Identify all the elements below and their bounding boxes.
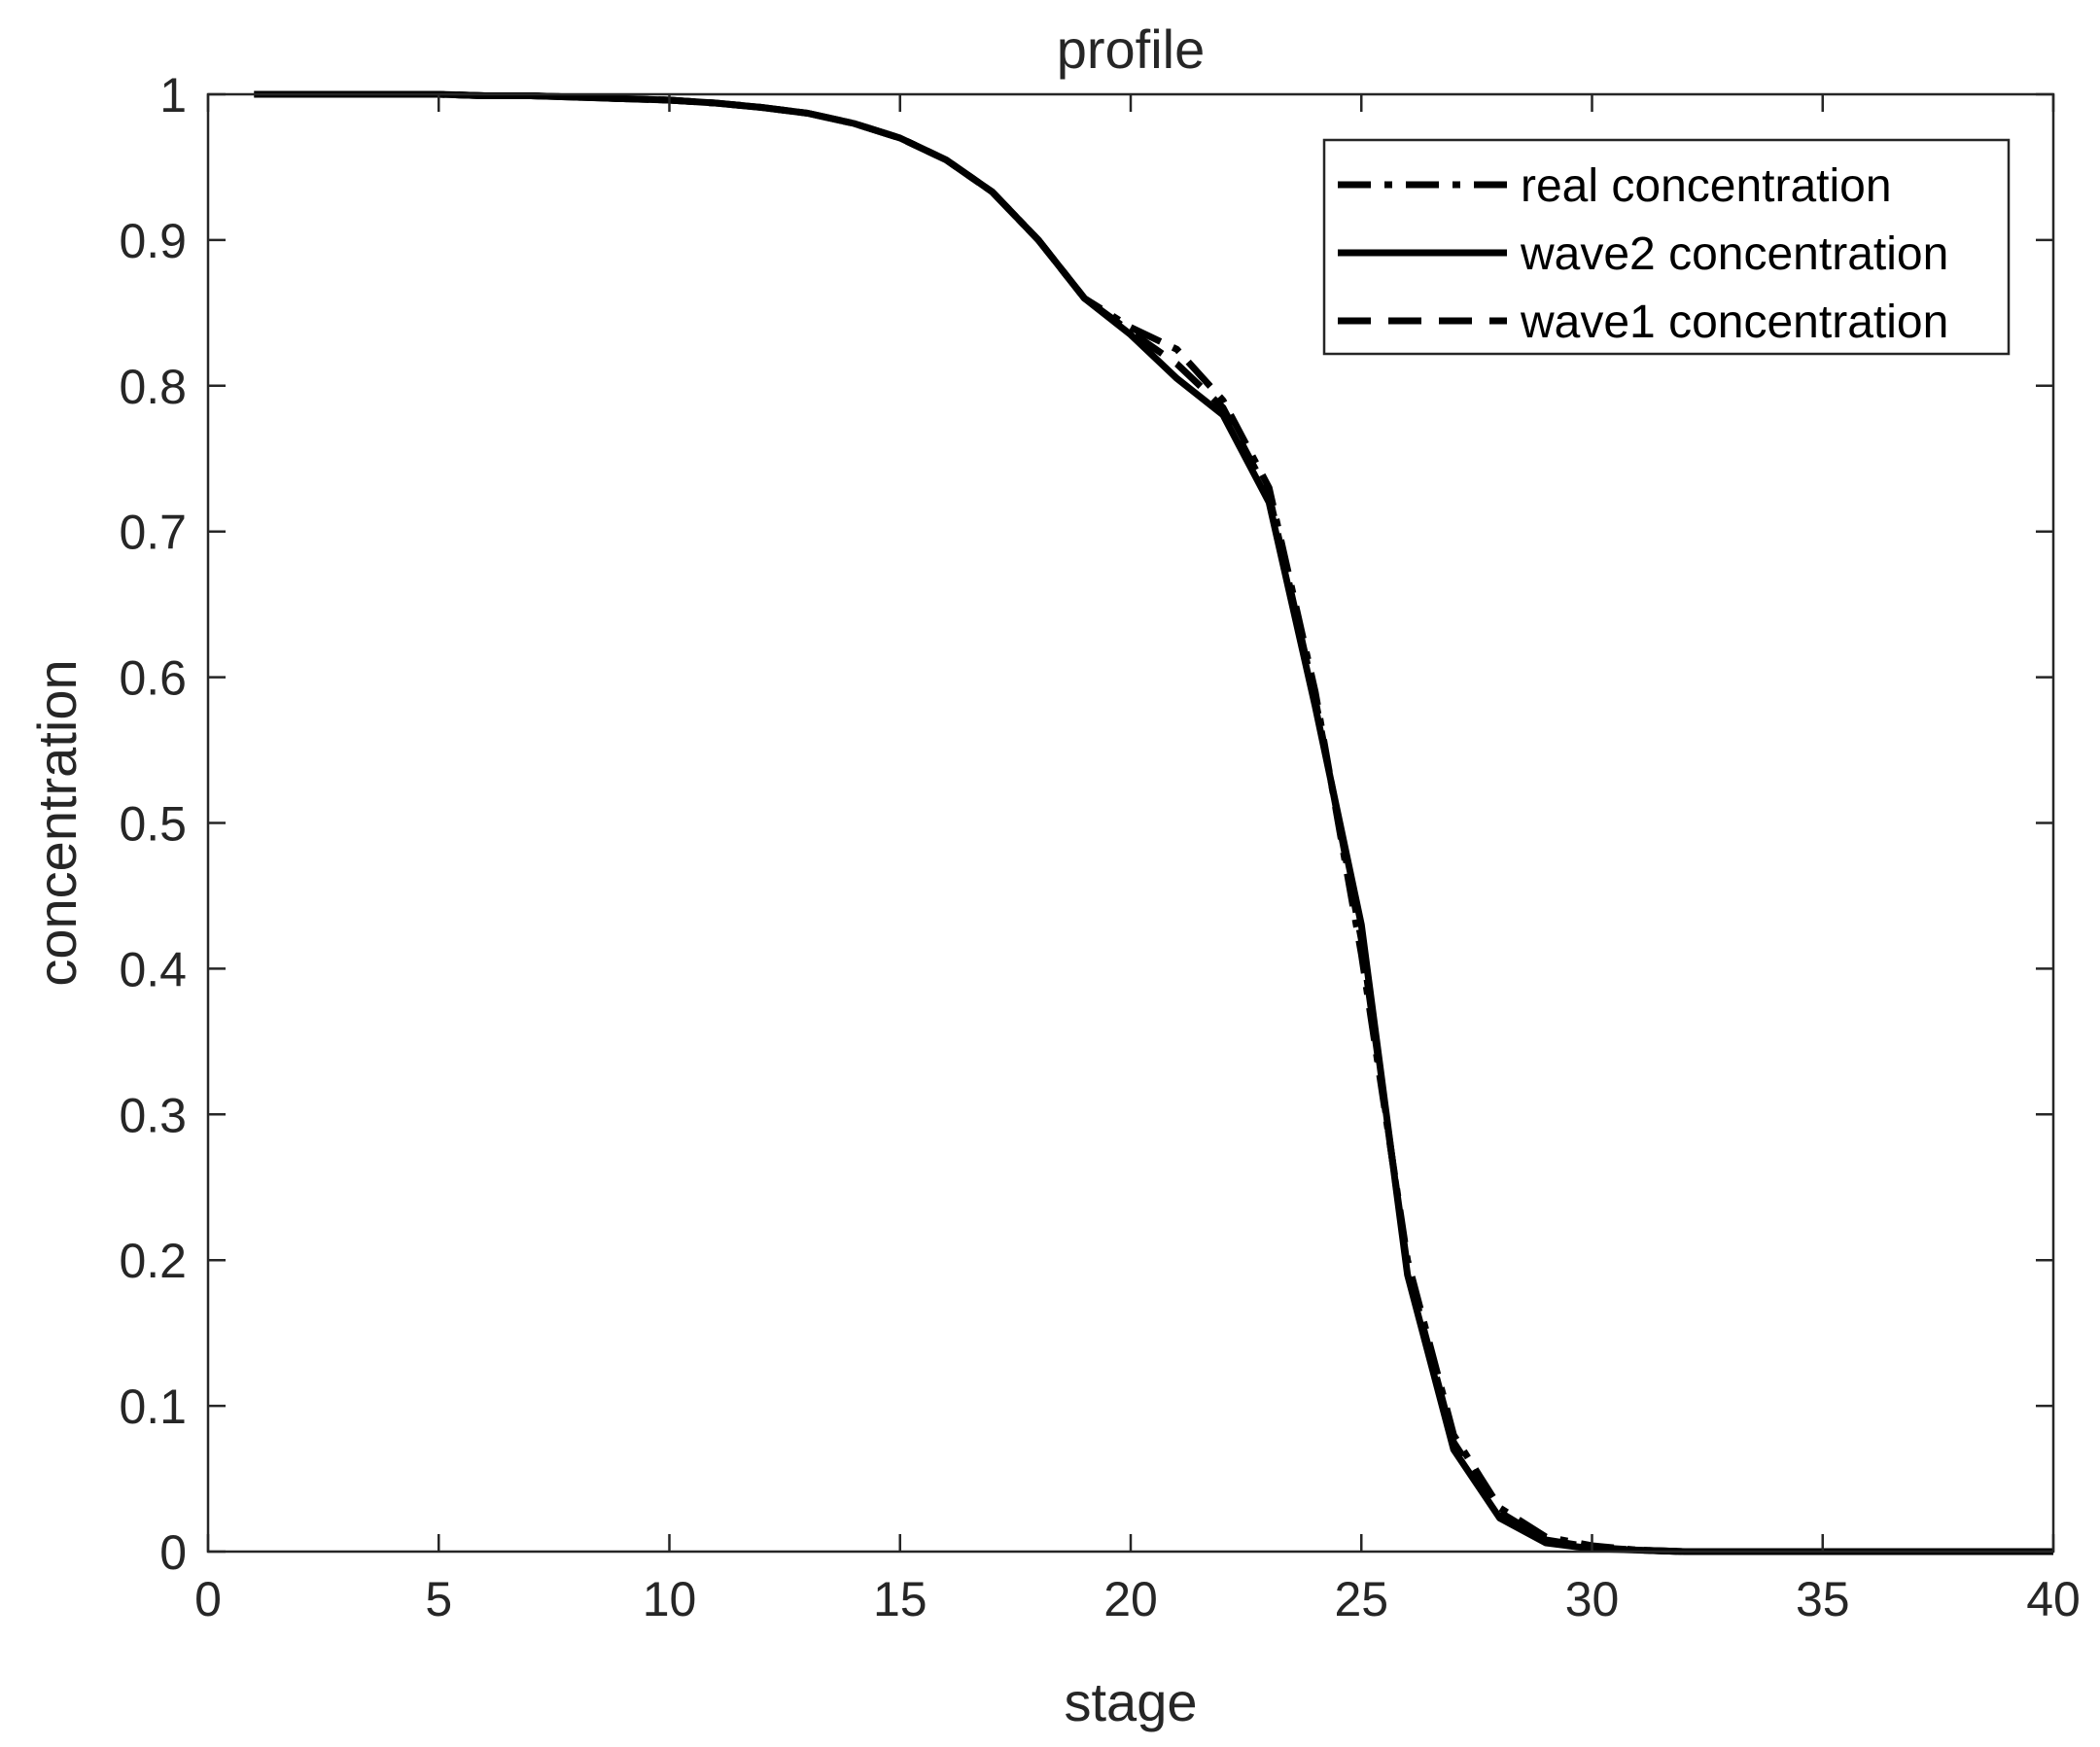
y-tick-label: 0.1 [119,1380,187,1434]
chart-title: profile [1057,18,1206,80]
x-tick-label: 0 [194,1572,222,1626]
legend-entry-label: wave1 concentration [1520,297,1948,348]
x-tick-label: 40 [2026,1572,2081,1626]
x-tick-label: 25 [1334,1572,1388,1626]
x-tick-label: 35 [1796,1572,1850,1626]
x-tick-label: 5 [425,1572,452,1626]
x-axis-label: stage [1065,1671,1198,1732]
legend: real concentration wave2 concentration wav… [1322,138,2011,356]
x-tick-label: 30 [1565,1572,1620,1626]
y-tick-label: 0.5 [119,797,187,852]
x-tick-label: 10 [643,1572,697,1626]
legend-entry-label: wave2 concentration [1520,228,1948,280]
y-tick-label: 0.4 [119,942,187,996]
legend-box [1322,138,2011,356]
y-tick-label: 0.8 [119,360,187,414]
y-tick-label: 0.2 [119,1234,187,1288]
y-tick-label: 0.3 [119,1088,187,1142]
x-tick-label: 15 [873,1572,928,1626]
ticks-layer: 0 5 10 15 20 25 30 35 40 0 0.1 0.2 0.3 0.4 0.5 0.6 0.7 0.… [119,68,2080,1626]
y-tick-label: 0.6 [119,651,187,706]
x-tick-label: 20 [1103,1572,1158,1626]
y-tick-label: 0.9 [119,214,187,268]
y-tick-label: 0 [159,1525,187,1580]
legend-entry-label: real concentration [1521,160,1892,212]
y-tick-label: 0.7 [119,506,187,560]
y-axis-label: concentration [26,659,88,986]
y-tick-label: 1 [159,68,187,122]
